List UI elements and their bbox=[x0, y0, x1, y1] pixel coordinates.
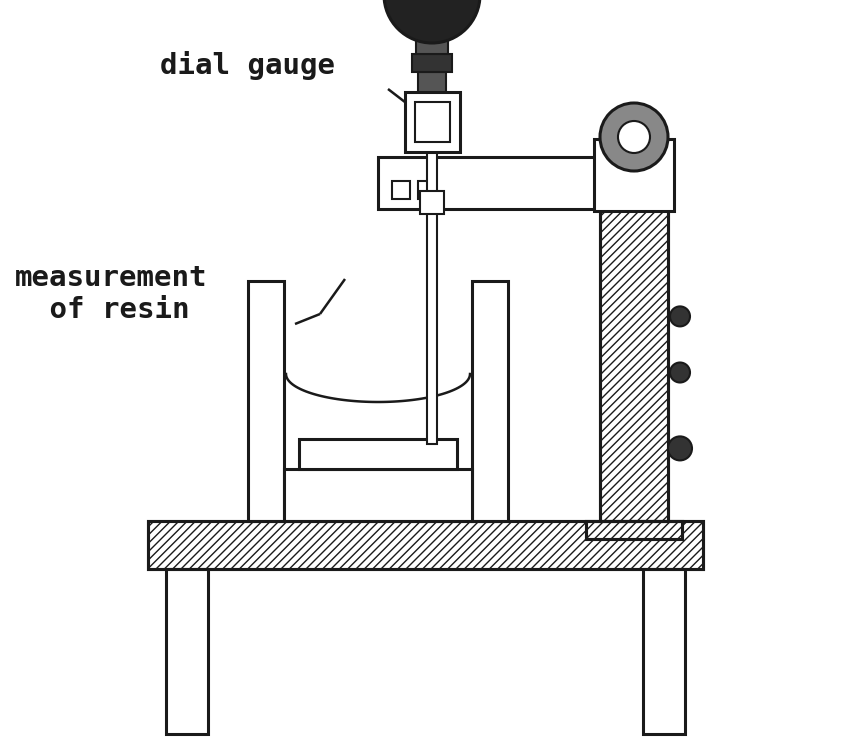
Bar bbox=[148, 521, 703, 569]
Bar bbox=[416, 38, 448, 54]
Bar bbox=[586, 521, 682, 539]
Bar bbox=[405, 92, 460, 152]
Circle shape bbox=[670, 363, 690, 382]
Bar bbox=[600, 191, 668, 521]
Bar bbox=[412, 54, 452, 72]
Bar bbox=[643, 569, 685, 734]
Circle shape bbox=[618, 121, 650, 153]
Bar bbox=[378, 157, 668, 209]
Bar bbox=[415, 102, 450, 142]
Bar bbox=[427, 137, 437, 444]
Text: dial gauge: dial gauge bbox=[160, 51, 335, 81]
Bar bbox=[418, 181, 436, 199]
Circle shape bbox=[670, 306, 690, 326]
Bar bbox=[166, 569, 208, 734]
Circle shape bbox=[668, 437, 692, 461]
Bar bbox=[600, 191, 668, 521]
Bar bbox=[420, 191, 444, 214]
Bar bbox=[594, 139, 674, 211]
Bar bbox=[472, 281, 508, 521]
Circle shape bbox=[600, 103, 668, 171]
Circle shape bbox=[384, 0, 480, 43]
Bar bbox=[148, 521, 703, 569]
Bar bbox=[586, 521, 682, 539]
Bar bbox=[299, 439, 457, 469]
Text: measurement
 of resin: measurement of resin bbox=[15, 264, 208, 324]
Bar bbox=[248, 281, 284, 521]
Bar bbox=[418, 72, 446, 92]
Bar bbox=[392, 181, 410, 199]
Bar bbox=[284, 469, 472, 521]
